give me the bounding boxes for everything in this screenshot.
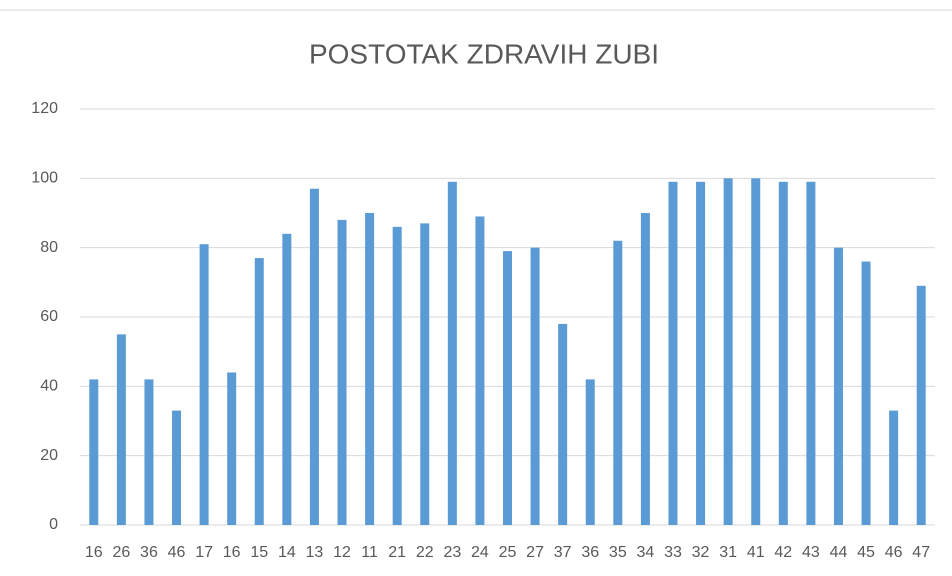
- x-tick-label: 24: [471, 544, 489, 561]
- x-tick-label: 25: [499, 544, 517, 561]
- x-tick-label: 34: [637, 544, 655, 561]
- y-tick-label: 80: [40, 239, 58, 256]
- chart-title: POSTOTAK ZDRAVIH ZUBI: [309, 38, 659, 69]
- x-tick-label: 15: [250, 544, 268, 561]
- x-tick-label: 11: [361, 544, 378, 561]
- bar: [365, 213, 375, 525]
- x-tick-label: 26: [112, 544, 130, 561]
- bar: [916, 285, 926, 525]
- bar: [227, 372, 237, 525]
- x-tick-label: 22: [416, 544, 434, 561]
- bar: [337, 219, 347, 525]
- y-tick-label: 100: [31, 170, 58, 187]
- x-tick-label: 37: [554, 544, 572, 561]
- bar: [640, 213, 650, 525]
- x-tick-label: 33: [664, 544, 682, 561]
- y-tick-label: 20: [40, 447, 58, 464]
- bar: [889, 410, 899, 525]
- x-tick-label: 16: [223, 544, 241, 561]
- y-tick-label: 40: [40, 378, 58, 395]
- bar: [585, 379, 595, 525]
- x-tick-label: 21: [388, 544, 406, 561]
- bar: [751, 178, 761, 526]
- bar: [89, 379, 99, 525]
- y-tick-label: 120: [31, 100, 58, 117]
- bar: [392, 226, 402, 525]
- bar: [613, 240, 623, 525]
- x-tick-label: 13: [306, 544, 324, 561]
- bar: [668, 181, 678, 526]
- x-tick-label: 47: [912, 544, 930, 561]
- bar: [172, 410, 182, 525]
- bar: [503, 251, 512, 525]
- x-tick-label: 46: [168, 544, 186, 561]
- bar: [116, 334, 126, 525]
- x-tick-label: 44: [830, 544, 848, 561]
- x-tick-label: 36: [140, 544, 158, 561]
- x-tick-label: 36: [581, 544, 599, 561]
- x-tick-label: 35: [609, 544, 627, 561]
- bar: [861, 261, 871, 525]
- bar: [778, 181, 788, 526]
- bar: [723, 178, 733, 526]
- bar: [199, 244, 209, 525]
- bar: [475, 216, 485, 525]
- y-tick-label: 0: [49, 516, 58, 533]
- bar: [282, 233, 292, 526]
- bar: [420, 223, 430, 525]
- x-tick-label: 17: [195, 544, 213, 561]
- x-tick-label: 12: [333, 544, 351, 561]
- x-tick-label: 45: [857, 544, 875, 561]
- bar: [254, 258, 264, 525]
- bar: [144, 379, 154, 525]
- bar: [530, 247, 540, 525]
- x-tick-label: 32: [692, 544, 710, 561]
- x-tick-label: 43: [802, 544, 820, 561]
- bar: [806, 181, 816, 526]
- bar: [558, 323, 568, 525]
- x-tick-label: 27: [526, 544, 544, 561]
- bar: [833, 247, 843, 525]
- bar: [696, 181, 706, 526]
- x-tick-label: 46: [885, 544, 903, 561]
- bar: [447, 181, 457, 526]
- x-tick-label: 23: [443, 544, 461, 561]
- bar: [309, 188, 319, 525]
- x-tick-label: 14: [278, 544, 296, 561]
- x-tick-label: 31: [719, 544, 737, 561]
- y-tick-label: 60: [40, 308, 58, 325]
- x-tick-label: 41: [747, 544, 765, 561]
- x-tick-label: 16: [85, 544, 103, 561]
- x-tick-label: 42: [774, 544, 792, 561]
